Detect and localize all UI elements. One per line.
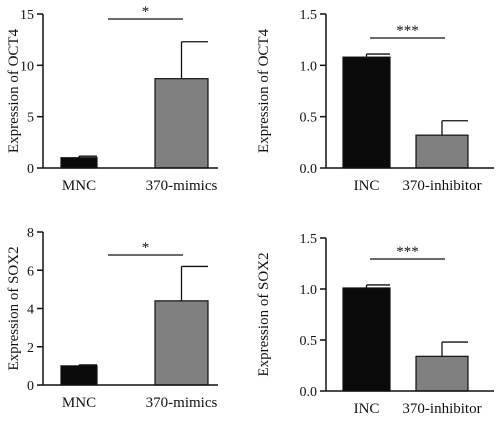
category-label: 370-mimics [146, 395, 218, 411]
y-axis-title: Expression of OCT4 [6, 28, 22, 153]
y-axis-title: Expression of OCT4 [256, 28, 272, 153]
category-label: 370-mimics [146, 178, 218, 194]
significance-label: *** [396, 23, 419, 39]
category-label: 370-inhibitor [402, 178, 481, 194]
y-tick-label: 1.0 [300, 59, 318, 74]
bar [415, 355, 469, 392]
y-tick-label: 0.5 [300, 111, 318, 126]
y-tick-label: 1.5 [300, 232, 318, 247]
y-tick-label: 1.5 [300, 8, 318, 23]
y-tick-label: 0 [27, 379, 34, 394]
panel-oct4-inhibitor: INC 370-inhibitor 0.0 0.5 1.0 1.5 Expression o… [256, 8, 494, 194]
y-tick-label: 0.0 [300, 162, 318, 177]
category-label: MNC [62, 178, 96, 194]
panel-sox2-mimics: MNC 370-mimics 0 2 4 6 8 Expression of SOX2 * [6, 226, 218, 411]
y-tick-label: 0.0 [300, 385, 318, 400]
y-tick-label: 4 [27, 303, 34, 318]
y-tick-label: 1.0 [300, 283, 318, 298]
bar [154, 300, 209, 386]
bar [60, 157, 98, 169]
significance-label: * [142, 240, 150, 256]
category-label: INC [354, 178, 380, 194]
y-tick-label: 2 [27, 341, 34, 356]
category-label: 370-inhibitor [402, 401, 481, 417]
y-tick-label: 15 [20, 8, 34, 23]
y-tick-label: 6 [27, 264, 34, 279]
panel-sox2-inhibitor: INC 370-inhibitor 0.0 0.5 1.0 1.5 Expression o… [256, 232, 494, 417]
y-tick-label: 8 [27, 226, 34, 241]
significance-label: * [142, 4, 150, 20]
bar [60, 365, 98, 386]
bar [415, 134, 469, 169]
panel-oct4-mimics: MNC 370-mimics 0 5 10 15 Expression of OCT4 * [6, 4, 218, 194]
y-tick-label: 0 [27, 162, 34, 177]
significance-label: *** [396, 244, 419, 260]
y-tick-label: 10 [20, 59, 34, 74]
bar [342, 287, 391, 392]
y-axis-title: Expression of SOX2 [256, 252, 272, 376]
y-tick-label: 0.5 [300, 334, 318, 349]
y-axis-title: Expression of SOX2 [6, 246, 22, 370]
category-label: INC [354, 401, 380, 417]
bar [154, 78, 209, 169]
category-label: MNC [62, 395, 96, 411]
y-tick-label: 5 [27, 111, 34, 126]
bar [342, 56, 391, 169]
